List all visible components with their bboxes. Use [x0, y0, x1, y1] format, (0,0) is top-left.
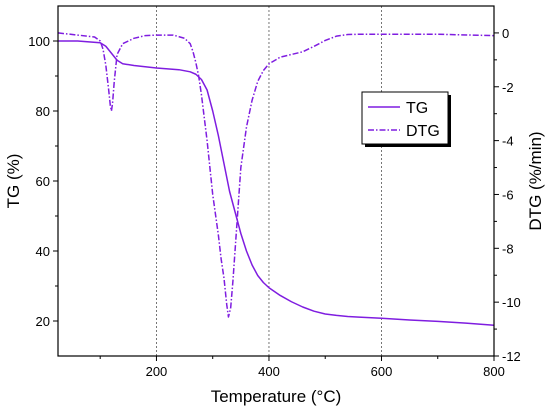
- left-tick-label-20: 20: [36, 314, 50, 329]
- right-tick-label--2: -2: [502, 80, 514, 95]
- left-tick-label-100: 100: [28, 34, 50, 49]
- right-tick-label-0: 0: [502, 26, 509, 41]
- x-tick-label-600: 600: [371, 364, 393, 379]
- series-line-dtg: [57, 32, 495, 318]
- left-tick-label-60: 60: [36, 174, 50, 189]
- vertical-gridlines: [156, 6, 382, 356]
- x-tick-label-800: 800: [483, 364, 505, 379]
- right-tick-label--8: -8: [502, 241, 514, 256]
- right-tick-label--4: -4: [502, 134, 514, 149]
- x-axis-title: Temperature (°C): [211, 387, 342, 406]
- series-layer: [57, 32, 495, 326]
- right-tick-label--6: -6: [502, 187, 514, 202]
- legend-box: [361, 91, 449, 145]
- x-tick-label-200: 200: [146, 364, 168, 379]
- right-tick-label--12: -12: [502, 349, 521, 364]
- left-tick-label-80: 80: [36, 104, 50, 119]
- x-tick-label-400: 400: [258, 364, 280, 379]
- left-tick-label-40: 40: [36, 244, 50, 259]
- plot-frame: [57, 5, 495, 357]
- legend-label-tg: TG: [406, 100, 428, 117]
- left-axis-ticks: 20 40 60 80 100: [28, 34, 58, 329]
- left-axis-title: TG (%): [4, 154, 23, 209]
- series-line-tg: [58, 40, 495, 326]
- right-tick-label--10: -10: [502, 295, 521, 310]
- x-axis-ticks: 200 400 600 800: [99, 356, 505, 379]
- legend: TG DTG: [361, 91, 451, 147]
- right-axis-ticks: 0 -2 -4 -6 -8 -10 -12: [494, 26, 521, 364]
- legend-label-dtg: DTG: [406, 123, 440, 140]
- right-axis-title: DTG (%/min): [526, 131, 545, 230]
